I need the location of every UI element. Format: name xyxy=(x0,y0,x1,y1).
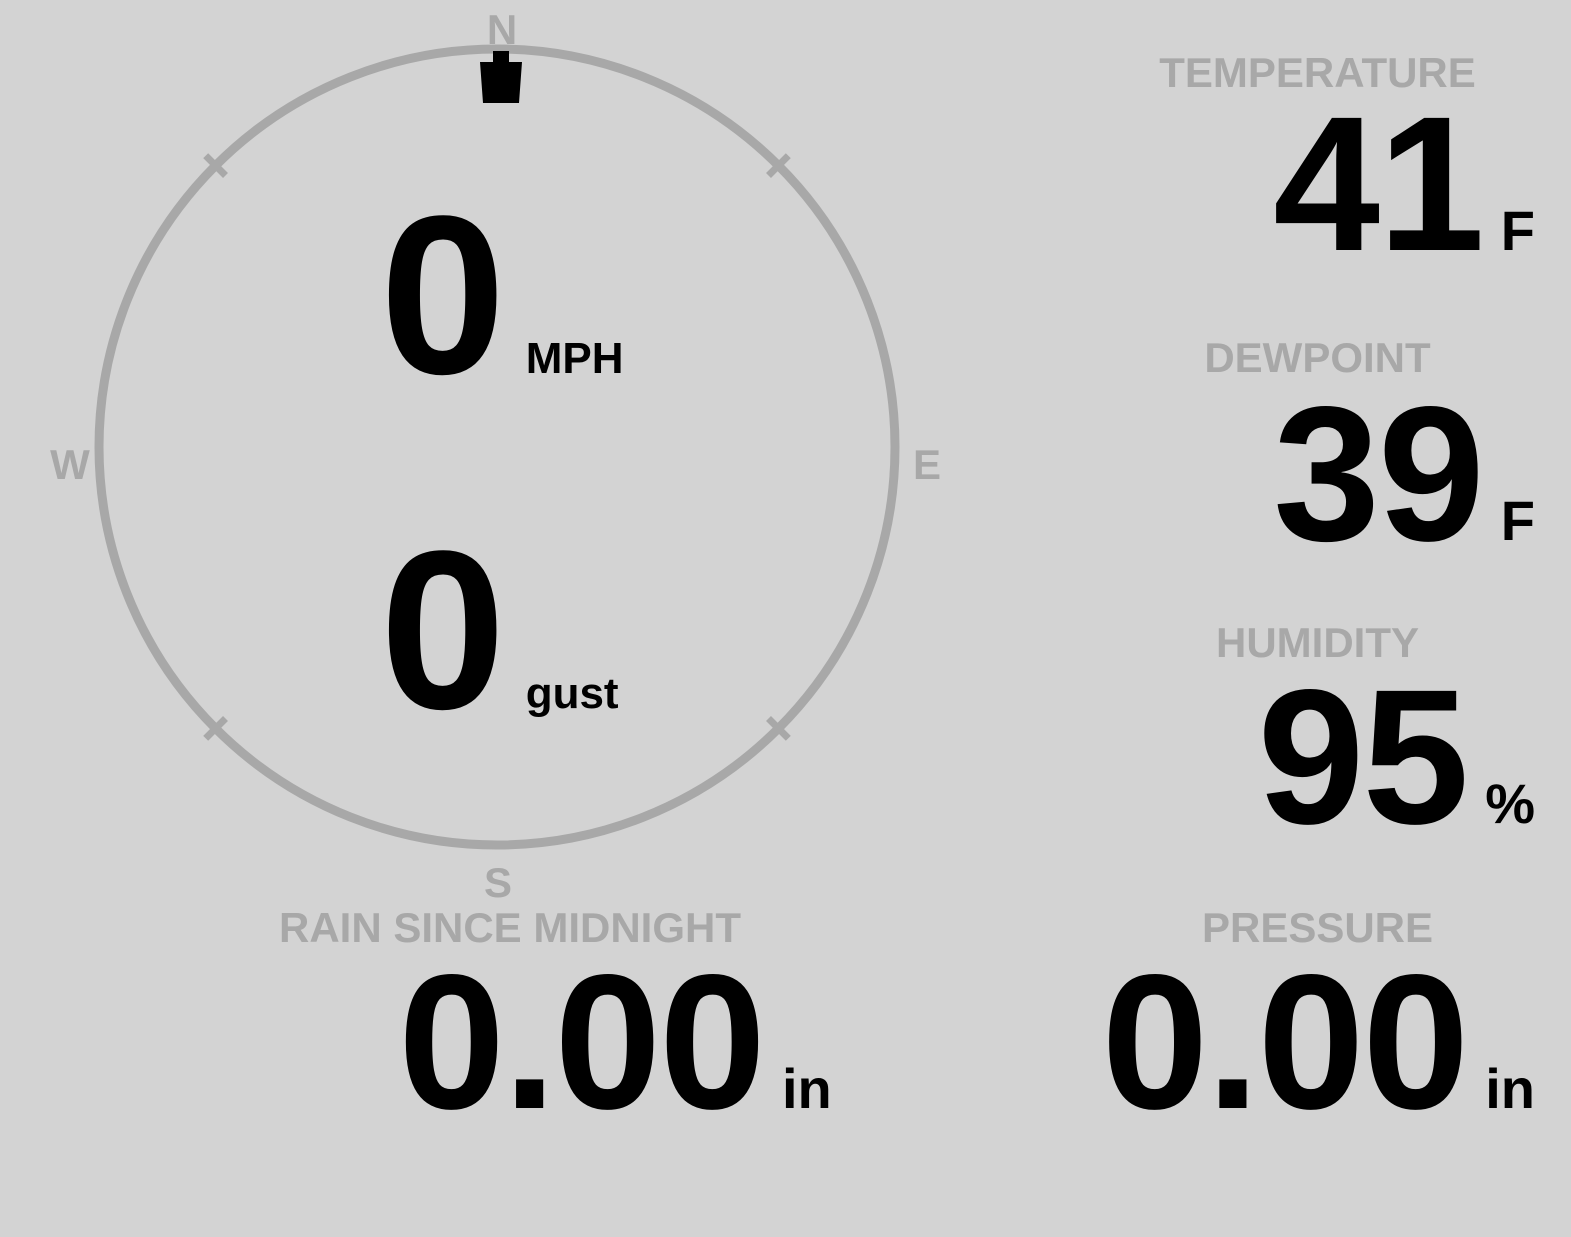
dewpoint-reading: 39 F xyxy=(1100,378,1535,570)
compass-ring xyxy=(94,44,900,850)
dewpoint-label: DEWPOINT xyxy=(1204,334,1431,381)
compass-label-north: N xyxy=(486,6,518,53)
temperature-reading: 41 F xyxy=(1100,88,1535,280)
wind-speed-value: 0 xyxy=(380,168,506,421)
wind-direction-marker xyxy=(480,51,522,103)
rain-value: 0.00 xyxy=(398,934,766,1149)
wind-gust-reading: 0 gust xyxy=(380,517,619,743)
wind-compass-dial xyxy=(94,44,900,850)
rain-unit: in xyxy=(781,1057,832,1120)
compass-tick-se xyxy=(766,716,791,741)
humidity-value: 95 xyxy=(1257,649,1470,864)
pressure-value: 0.00 xyxy=(1101,934,1470,1149)
pressure-reading: 0.00 in xyxy=(1100,946,1535,1138)
compass-tick-ne xyxy=(766,153,791,178)
pressure-unit: in xyxy=(1485,1057,1535,1120)
humidity-reading: 95 % xyxy=(1100,661,1535,853)
compass-label-east: E xyxy=(912,441,942,488)
wind-speed-reading: 0 MPH xyxy=(380,182,623,408)
wind-gust-value: 0 xyxy=(380,503,506,756)
compass-tick-sw xyxy=(203,716,228,741)
dewpoint-value: 39 xyxy=(1273,366,1485,581)
temperature-label: TEMPERATURE xyxy=(1159,49,1476,96)
rain-reading: 0.00 in xyxy=(220,946,905,1138)
wind-speed-unit: MPH xyxy=(525,334,624,383)
wind-gust-unit: gust xyxy=(525,669,619,718)
temperature-unit: F xyxy=(1500,199,1535,262)
humidity-label: HUMIDITY xyxy=(1216,619,1419,666)
pressure-label: PRESSURE xyxy=(1201,904,1434,951)
compass-label-west: W xyxy=(50,441,90,488)
rain-label: RAIN SINCE MIDNIGHT xyxy=(279,904,741,951)
dewpoint-unit: F xyxy=(1500,489,1535,552)
compass-label-south: S xyxy=(483,859,513,906)
compass-tick-nw xyxy=(203,153,228,178)
humidity-unit: % xyxy=(1485,772,1535,835)
temperature-value: 41 xyxy=(1273,76,1485,291)
